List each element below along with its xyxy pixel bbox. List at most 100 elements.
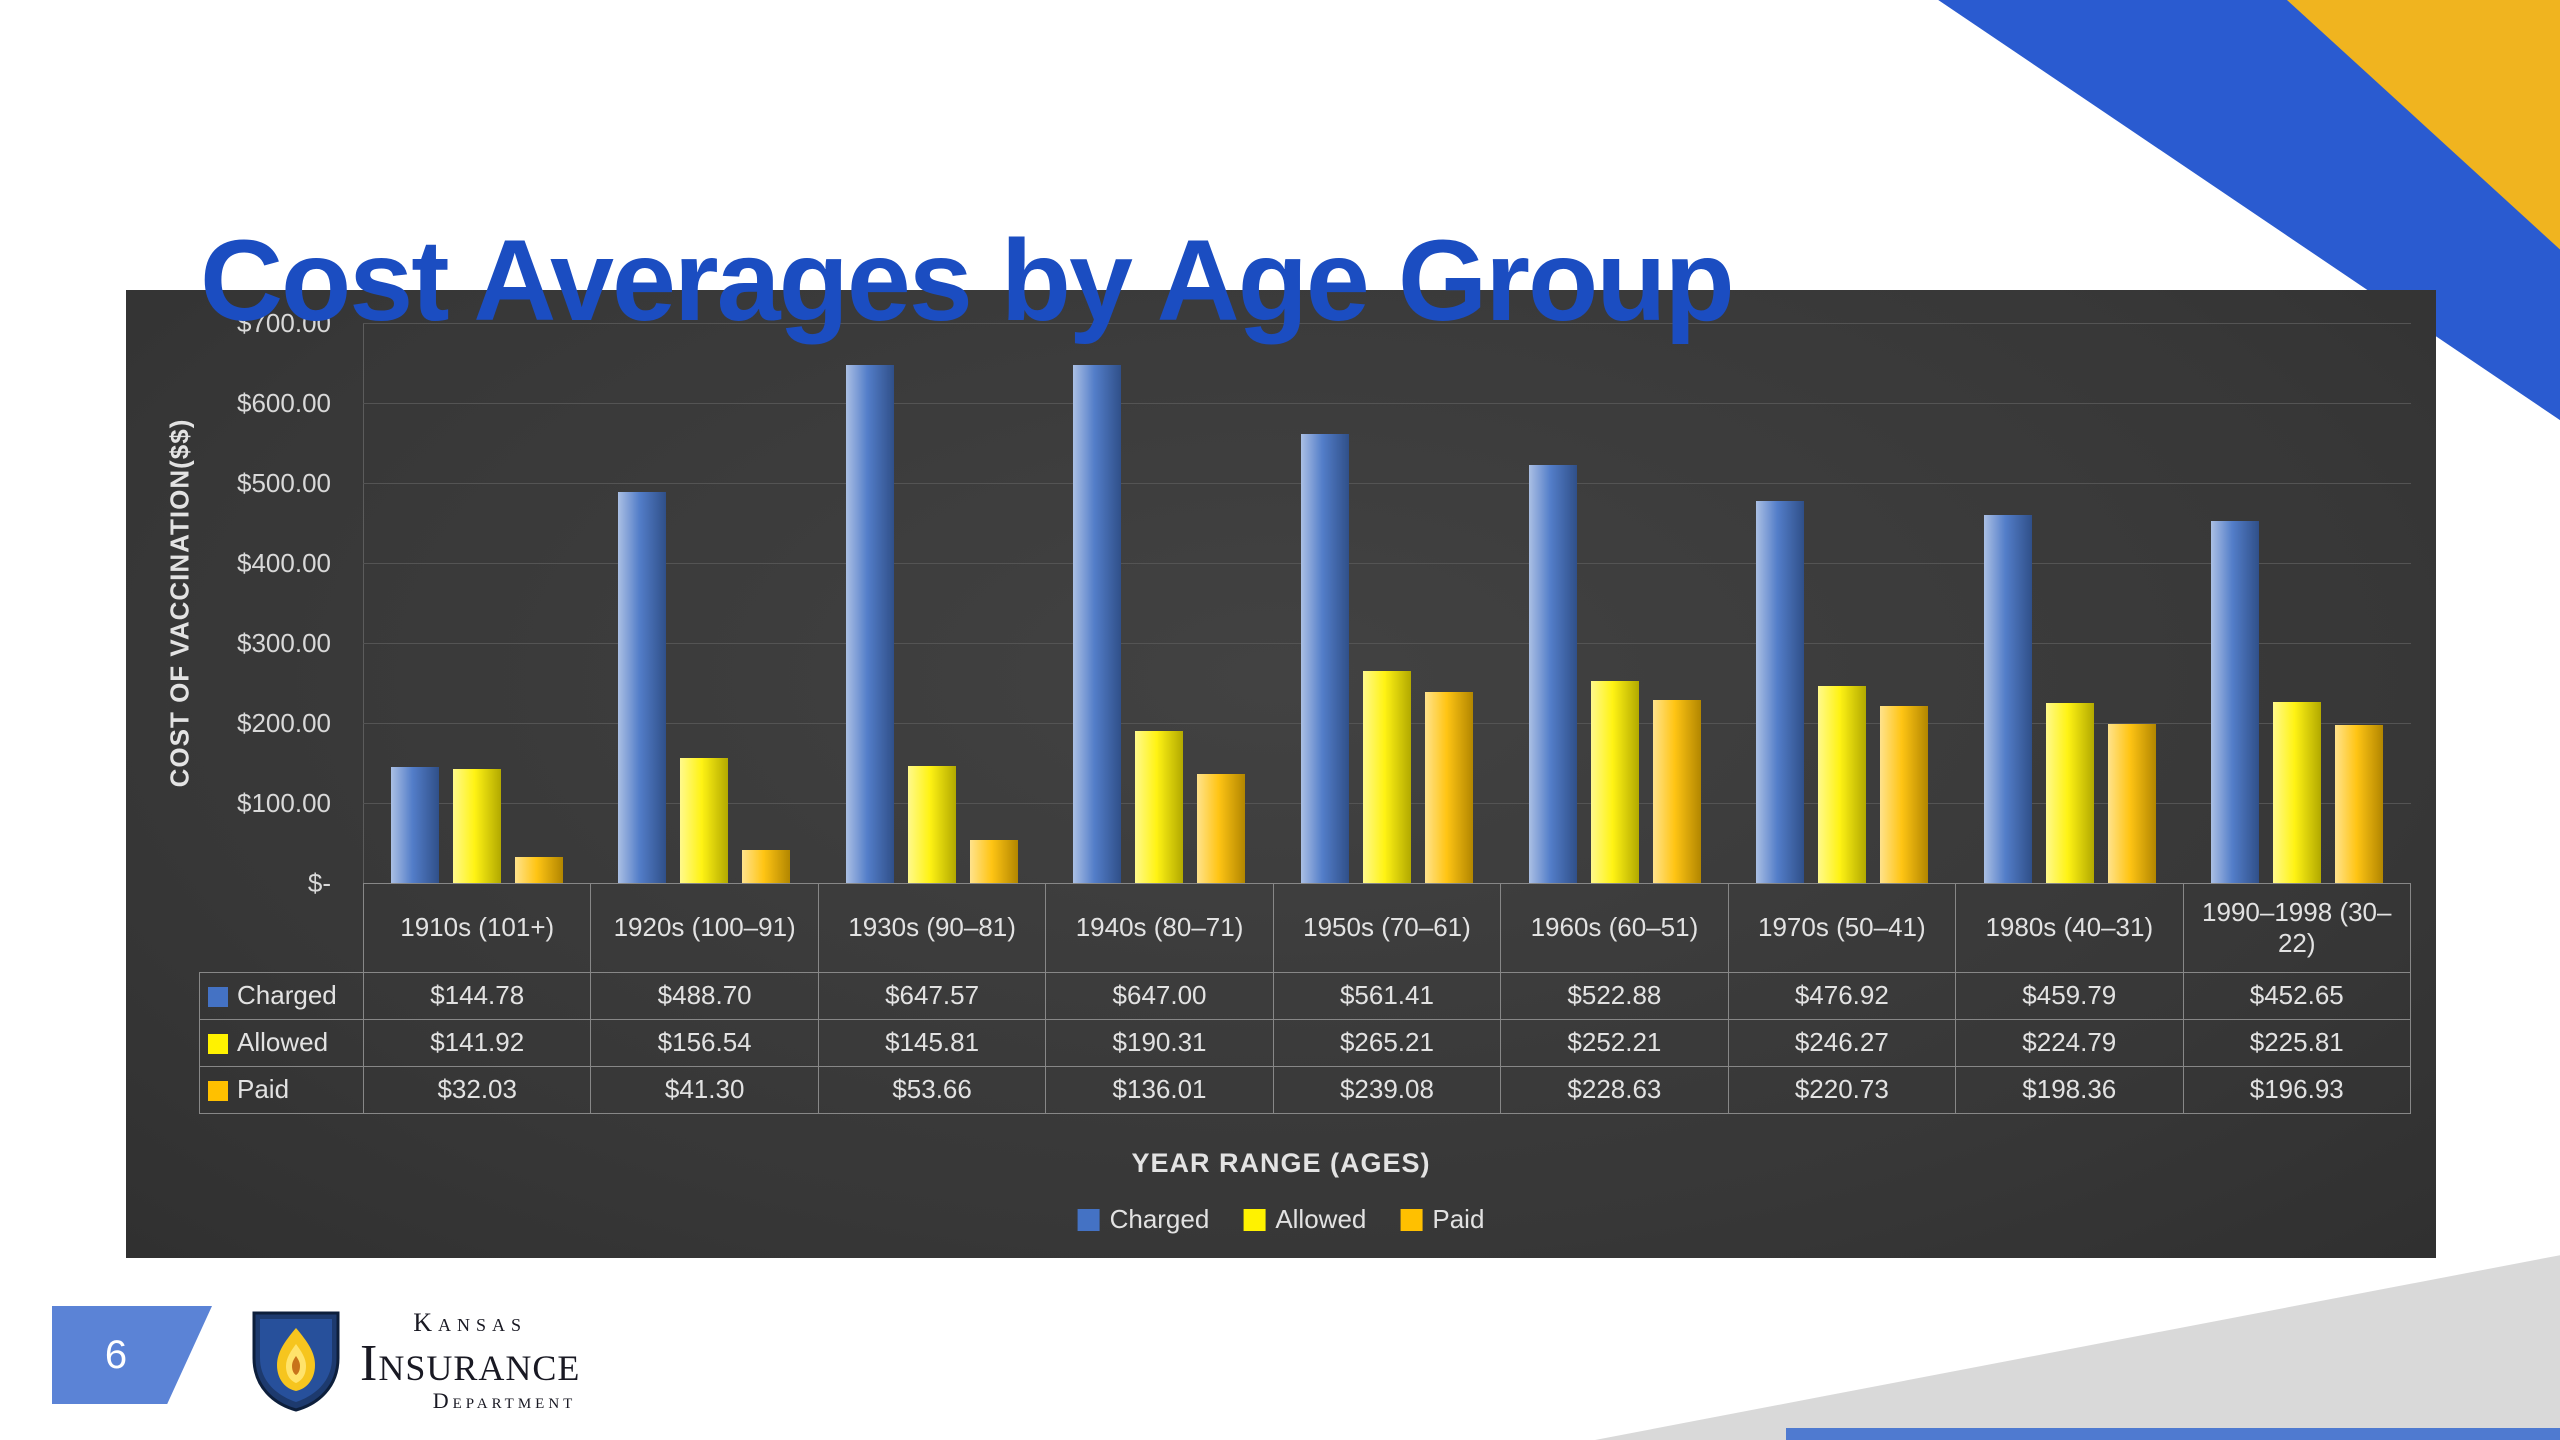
table-value-cell: $228.63 — [1500, 1066, 1729, 1114]
table-value-cell: $144.78 — [362, 972, 592, 1020]
kansas-insurance-logo: Kansas Insurance Department — [248, 1308, 580, 1414]
table-value-cell: $190.31 — [1045, 1019, 1274, 1067]
table-value-cell: $239.08 — [1272, 1066, 1502, 1114]
table-value-cell: $488.70 — [590, 972, 819, 1020]
legend-item: Charged — [1077, 1204, 1210, 1235]
bar-charged-1 — [390, 767, 439, 883]
series-row-label: Paid — [199, 1066, 364, 1114]
bar-charged-4 — [1073, 365, 1122, 883]
bar-allowed-6 — [1590, 681, 1639, 883]
plot-area: $- $100.00 $200.00 $300.00 $400.00 $500.00 $60… — [126, 290, 2436, 1258]
legend-swatch-icon — [1243, 1208, 1266, 1231]
gridline — [363, 643, 2411, 644]
y-tick-label: $100.00 — [237, 788, 331, 818]
y-tick-label: $400.00 — [237, 548, 331, 578]
bar-paid-9 — [2335, 725, 2384, 883]
category-header: 1940s (80–71) — [1045, 883, 1274, 973]
table-value-cell: $252.21 — [1500, 1019, 1729, 1067]
bar-paid-5 — [1425, 691, 1473, 883]
table-value-cell: $145.81 — [817, 1019, 1047, 1067]
gridline — [363, 403, 2411, 404]
series-row-label: Allowed — [199, 1019, 364, 1067]
category-header: 1990–1998 (30–22) — [2182, 883, 2411, 973]
table-value-cell: $198.36 — [1955, 1066, 2184, 1114]
bar-allowed-5 — [1363, 670, 1411, 883]
table-value-cell: $41.30 — [590, 1066, 819, 1114]
x-axis-title: YEAR RANGE (AGES) — [1131, 1148, 1431, 1178]
y-tick-label: $200.00 — [237, 708, 331, 738]
bar-charged-3 — [845, 364, 894, 883]
bar-charged-9 — [2211, 520, 2260, 883]
page-number-tab: 6 — [52, 1306, 212, 1404]
decoration-gray-wedge-bottom-right — [1595, 1255, 2560, 1440]
shield-icon — [252, 1311, 340, 1412]
category-header: 1910s (101+) — [362, 883, 592, 973]
bar-paid-4 — [1197, 774, 1246, 883]
bar-allowed-9 — [2273, 702, 2322, 883]
bar-charged-8 — [1983, 515, 2032, 883]
table-value-cell: $136.01 — [1045, 1066, 1274, 1114]
y-tick-label: $500.00 — [237, 468, 331, 498]
bar-allowed-2 — [680, 757, 729, 883]
legend-item: Allowed — [1243, 1204, 1366, 1235]
chart-panel: $- $100.00 $200.00 $300.00 $400.00 $500.00 $60… — [126, 290, 2436, 1258]
logo-line-insurance: Insurance — [360, 1334, 581, 1392]
table-value-cell: $561.41 — [1272, 972, 1502, 1020]
category-header: 1920s (100–91) — [590, 883, 819, 973]
table-value-cell: $156.54 — [590, 1019, 819, 1067]
category-header: 1970s (50–41) — [1727, 883, 1957, 973]
table-value-cell: $265.21 — [1272, 1019, 1502, 1067]
category-header: 1960s (60–51) — [1500, 883, 1729, 973]
legend-swatch-icon — [1400, 1208, 1423, 1231]
y-tick-label: $600.00 — [237, 388, 331, 418]
table-value-cell: $225.81 — [2182, 1019, 2411, 1067]
page-number: 6 — [104, 1332, 128, 1377]
table-value-cell: $32.03 — [362, 1066, 592, 1114]
legend-swatch-icon — [1077, 1208, 1100, 1231]
table-value-cell: $452.65 — [2182, 972, 2411, 1020]
gridline — [363, 323, 2411, 324]
bar-charged-7 — [1756, 501, 1805, 883]
table-value-cell: $522.88 — [1500, 972, 1729, 1020]
table-value-cell: $647.57 — [817, 972, 1047, 1020]
table-value-cell: $220.73 — [1727, 1066, 1957, 1114]
table-value-cell: $246.27 — [1727, 1019, 1957, 1067]
table-value-cell: $459.79 — [1955, 972, 2184, 1020]
bar-allowed-7 — [1818, 685, 1867, 883]
legend-label: Paid — [1432, 1204, 1485, 1234]
bar-allowed-8 — [2045, 703, 2094, 883]
gridline — [363, 483, 2411, 484]
bar-paid-7 — [1880, 706, 1929, 883]
category-header: 1930s (90–81) — [817, 883, 1047, 973]
chart-legend: Charged Allowed Paid — [1077, 1204, 1484, 1235]
page-title: Cost Averages by Age Group — [200, 217, 1735, 346]
series-swatch-icon — [208, 987, 228, 1008]
table-value-cell: $224.79 — [1955, 1019, 2184, 1067]
table-value-cell: $196.93 — [2182, 1066, 2411, 1114]
bar-allowed-1 — [452, 769, 501, 883]
table-value-cell: $141.92 — [362, 1019, 592, 1067]
table-value-cell: $476.92 — [1727, 972, 1957, 1020]
decoration-blue-strip-bottom-right — [1786, 1428, 2560, 1440]
y-axis-line — [363, 323, 364, 883]
table-value-cell: $53.66 — [817, 1066, 1047, 1114]
table-corner-blank — [199, 883, 364, 973]
logo-line-department: Department — [432, 1387, 577, 1413]
bar-allowed-3 — [907, 766, 956, 883]
logo-text: Kansas Insurance Department — [360, 1308, 581, 1413]
series-swatch-icon — [208, 1034, 228, 1055]
legend-label: Charged — [1109, 1204, 1210, 1234]
series-row-label: Charged — [199, 972, 364, 1020]
legend-item: Paid — [1400, 1204, 1484, 1235]
logo-line-kansas: Kansas — [413, 1308, 528, 1337]
category-header: 1950s (70–61) — [1272, 883, 1502, 973]
bar-charged-6 — [1528, 464, 1577, 883]
y-tick-label: $300.00 — [237, 628, 331, 658]
bar-paid-8 — [2107, 724, 2156, 883]
y-tick-label: $700.00 — [237, 308, 331, 338]
series-swatch-icon — [208, 1081, 228, 1102]
bar-paid-2 — [742, 849, 791, 883]
gridline — [363, 563, 2411, 564]
bar-paid-6 — [1652, 700, 1701, 883]
